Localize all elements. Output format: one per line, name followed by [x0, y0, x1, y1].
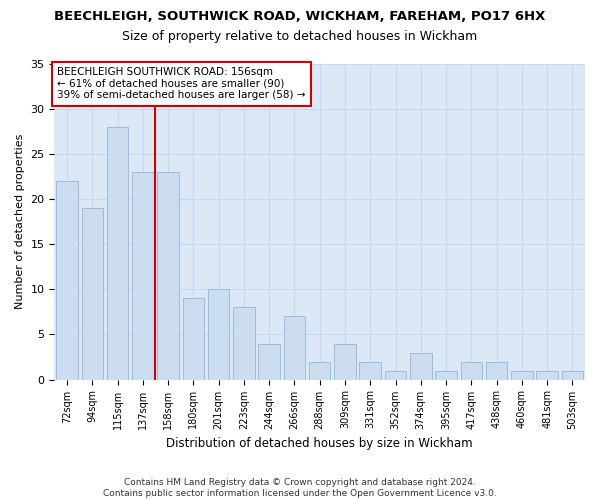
Bar	[385, 370, 406, 380]
Bar	[309, 362, 331, 380]
Bar	[284, 316, 305, 380]
Text: BEECHLEIGH SOUTHWICK ROAD: 156sqm
← 61% of detached houses are smaller (90)
39% : BEECHLEIGH SOUTHWICK ROAD: 156sqm ← 61% …	[57, 67, 305, 100]
Bar	[359, 362, 381, 380]
Text: Size of property relative to detached houses in Wickham: Size of property relative to detached ho…	[122, 30, 478, 43]
X-axis label: Distribution of detached houses by size in Wickham: Distribution of detached houses by size …	[166, 437, 473, 450]
Bar	[486, 362, 508, 380]
Bar	[233, 308, 254, 380]
Text: BEECHLEIGH, SOUTHWICK ROAD, WICKHAM, FAREHAM, PO17 6HX: BEECHLEIGH, SOUTHWICK ROAD, WICKHAM, FAR…	[55, 10, 545, 23]
Bar	[157, 172, 179, 380]
Bar	[259, 344, 280, 380]
Text: Contains HM Land Registry data © Crown copyright and database right 2024.
Contai: Contains HM Land Registry data © Crown c…	[103, 478, 497, 498]
Bar	[56, 181, 78, 380]
Bar	[334, 344, 356, 380]
Bar	[461, 362, 482, 380]
Bar	[82, 208, 103, 380]
Bar	[536, 370, 558, 380]
Y-axis label: Number of detached properties: Number of detached properties	[15, 134, 25, 310]
Bar	[562, 370, 583, 380]
Bar	[132, 172, 154, 380]
Bar	[435, 370, 457, 380]
Bar	[107, 127, 128, 380]
Bar	[208, 290, 229, 380]
Bar	[182, 298, 204, 380]
Bar	[511, 370, 533, 380]
Bar	[410, 352, 431, 380]
